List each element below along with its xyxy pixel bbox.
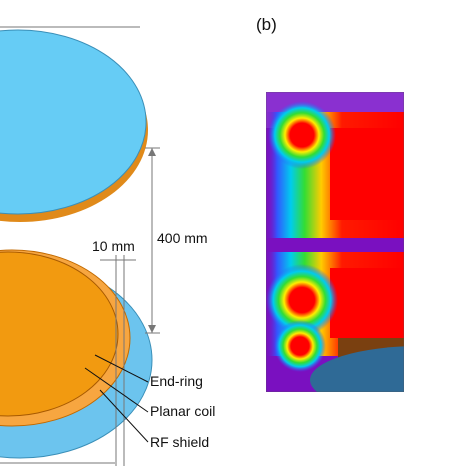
leader: [94, 354, 149, 383]
field-map: [266, 92, 404, 392]
leader: [84, 367, 149, 413]
callout: End-ring: [150, 373, 203, 389]
gap-label: 400 mm: [157, 230, 208, 246]
arrow: [148, 325, 156, 333]
leader: [99, 389, 149, 443]
planar-coil: [0, 251, 119, 417]
panel-label: (b): [256, 15, 277, 34]
top-shield: [0, 29, 147, 215]
callout: Planar coil: [150, 403, 215, 419]
callout: RF shield: [150, 434, 209, 450]
arrow: [148, 148, 156, 156]
coil-diagram: 400 mm 10 mm End-ring Planar coil RF shi…: [0, 26, 215, 466]
width-label: 10 mm: [92, 238, 135, 254]
